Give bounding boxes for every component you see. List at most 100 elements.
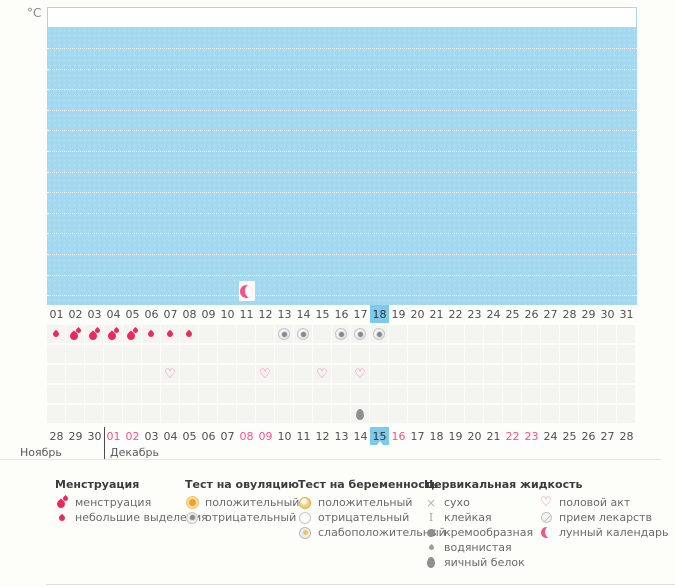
pregnancy-tests-cell-day-11[interactable] — [237, 345, 255, 363]
calendar-date-19[interactable]: 19 — [448, 429, 463, 443]
cycle-day-09[interactable]: 09 — [201, 307, 216, 321]
menstruation-and-ovulation-tests-cell-day-15[interactable] — [313, 325, 331, 343]
menstruation-and-ovulation-tests-cell-day-25[interactable] — [503, 325, 521, 343]
pregnancy-tests-cell-day-12[interactable] — [256, 345, 274, 363]
cycle-day-16[interactable]: 16 — [334, 307, 349, 321]
intercourse-cell-day-28[interactable] — [560, 365, 578, 383]
cycle-day-29[interactable]: 29 — [581, 307, 596, 321]
menstruation-and-ovulation-tests-cell-day-3[interactable] — [85, 325, 103, 343]
cervical-fluid-cell-day-15[interactable] — [313, 405, 331, 423]
calendar-date-04[interactable]: 04 — [163, 429, 178, 443]
menstruation-and-ovulation-tests-cell-day-6[interactable] — [142, 325, 160, 343]
calendar-date-24[interactable]: 24 — [543, 429, 558, 443]
pregnancy-tests-cell-day-31[interactable] — [617, 345, 635, 363]
cycle-day-20[interactable]: 20 — [410, 307, 425, 321]
medications-cell-day-16[interactable] — [332, 385, 350, 403]
pregnancy-tests-cell-day-27[interactable] — [541, 345, 559, 363]
cycle-day-05[interactable]: 05 — [125, 307, 140, 321]
menstruation-and-ovulation-tests-cell-day-24[interactable] — [484, 325, 502, 343]
intercourse-cell-day-7[interactable]: ♡ — [161, 365, 179, 383]
calendar-date-08[interactable]: 08 — [239, 429, 254, 443]
cycle-day-23[interactable]: 23 — [467, 307, 482, 321]
menstruation-and-ovulation-tests-cell-day-5[interactable] — [123, 325, 141, 343]
medications-cell-day-31[interactable] — [617, 385, 635, 403]
medications-cell-day-28[interactable] — [560, 385, 578, 403]
cervical-fluid-cell-day-19[interactable] — [389, 405, 407, 423]
calendar-date-20[interactable]: 20 — [467, 429, 482, 443]
intercourse-cell-day-27[interactable] — [541, 365, 559, 383]
intercourse-cell-day-17[interactable]: ♡ — [351, 365, 369, 383]
intercourse-cell-day-19[interactable] — [389, 365, 407, 383]
cycle-day-15[interactable]: 15 — [315, 307, 330, 321]
intercourse-cell-day-24[interactable] — [484, 365, 502, 383]
calendar-date-27[interactable]: 27 — [600, 429, 615, 443]
menstruation-and-ovulation-tests-cell-day-18[interactable] — [370, 325, 388, 343]
intercourse-cell-day-31[interactable] — [617, 365, 635, 383]
medications-cell-day-1[interactable] — [47, 385, 65, 403]
cervical-fluid-cell-day-29[interactable] — [579, 405, 597, 423]
calendar-date-01[interactable]: 01 — [106, 429, 121, 443]
medications-cell-day-8[interactable] — [180, 385, 198, 403]
cycle-day-02[interactable]: 02 — [68, 307, 83, 321]
menstruation-and-ovulation-tests-cell-day-12[interactable] — [256, 325, 274, 343]
calendar-date-21[interactable]: 21 — [486, 429, 501, 443]
menstruation-and-ovulation-tests-cell-day-10[interactable] — [218, 325, 236, 343]
menstruation-and-ovulation-tests-cell-day-16[interactable] — [332, 325, 350, 343]
menstruation-and-ovulation-tests-cell-day-21[interactable] — [427, 325, 445, 343]
calendar-date-06[interactable]: 06 — [201, 429, 216, 443]
pregnancy-tests-cell-day-15[interactable] — [313, 345, 331, 363]
menstruation-and-ovulation-tests-cell-day-13[interactable] — [275, 325, 293, 343]
calendar-date-03[interactable]: 03 — [144, 429, 159, 443]
intercourse-cell-day-3[interactable] — [85, 365, 103, 383]
menstruation-and-ovulation-tests-cell-day-27[interactable] — [541, 325, 559, 343]
pregnancy-tests-cell-day-22[interactable] — [446, 345, 464, 363]
calendar-date-16[interactable]: 16 — [391, 429, 406, 443]
intercourse-cell-day-14[interactable] — [294, 365, 312, 383]
intercourse-cell-day-29[interactable] — [579, 365, 597, 383]
pregnancy-tests-cell-day-13[interactable] — [275, 345, 293, 363]
intercourse-cell-day-2[interactable] — [66, 365, 84, 383]
pregnancy-tests-cell-day-3[interactable] — [85, 345, 103, 363]
pregnancy-tests-cell-day-30[interactable] — [598, 345, 616, 363]
intercourse-cell-day-30[interactable] — [598, 365, 616, 383]
calendar-date-26[interactable]: 26 — [581, 429, 596, 443]
pregnancy-tests-cell-day-25[interactable] — [503, 345, 521, 363]
cervical-fluid-cell-day-16[interactable] — [332, 405, 350, 423]
cervical-fluid-cell-day-13[interactable] — [275, 405, 293, 423]
intercourse-cell-day-20[interactable] — [408, 365, 426, 383]
pregnancy-tests-cell-day-17[interactable] — [351, 345, 369, 363]
intercourse-cell-day-13[interactable] — [275, 365, 293, 383]
intercourse-cell-day-10[interactable] — [218, 365, 236, 383]
cycle-day-30[interactable]: 30 — [600, 307, 615, 321]
cervical-fluid-cell-day-9[interactable] — [199, 405, 217, 423]
cervical-fluid-cell-day-5[interactable] — [123, 405, 141, 423]
cycle-day-26[interactable]: 26 — [524, 307, 539, 321]
pregnancy-tests-cell-day-5[interactable] — [123, 345, 141, 363]
calendar-date-11[interactable]: 11 — [296, 429, 311, 443]
menstruation-and-ovulation-tests-cell-day-22[interactable] — [446, 325, 464, 343]
intercourse-cell-day-18[interactable] — [370, 365, 388, 383]
cervical-fluid-cell-day-6[interactable] — [142, 405, 160, 423]
medications-cell-day-23[interactable] — [465, 385, 483, 403]
cycle-day-31[interactable]: 31 — [619, 307, 634, 321]
medications-cell-day-27[interactable] — [541, 385, 559, 403]
cervical-fluid-cell-day-3[interactable] — [85, 405, 103, 423]
medications-cell-day-9[interactable] — [199, 385, 217, 403]
cervical-fluid-cell-day-4[interactable] — [104, 405, 122, 423]
cycle-day-21[interactable]: 21 — [429, 307, 444, 321]
cervical-fluid-cell-day-31[interactable] — [617, 405, 635, 423]
pregnancy-tests-cell-day-2[interactable] — [66, 345, 84, 363]
pregnancy-tests-cell-day-26[interactable] — [522, 345, 540, 363]
pregnancy-tests-cell-day-23[interactable] — [465, 345, 483, 363]
pregnancy-tests-cell-day-10[interactable] — [218, 345, 236, 363]
medications-cell-day-6[interactable] — [142, 385, 160, 403]
pregnancy-tests-cell-day-24[interactable] — [484, 345, 502, 363]
medications-cell-day-11[interactable] — [237, 385, 255, 403]
cycle-day-14[interactable]: 14 — [296, 307, 311, 321]
pregnancy-tests-cell-day-19[interactable] — [389, 345, 407, 363]
pregnancy-tests-cell-day-8[interactable] — [180, 345, 198, 363]
cervical-fluid-cell-day-1[interactable] — [47, 405, 65, 423]
cycle-day-27[interactable]: 27 — [543, 307, 558, 321]
pregnancy-tests-cell-day-1[interactable] — [47, 345, 65, 363]
calendar-date-23[interactable]: 23 — [524, 429, 539, 443]
